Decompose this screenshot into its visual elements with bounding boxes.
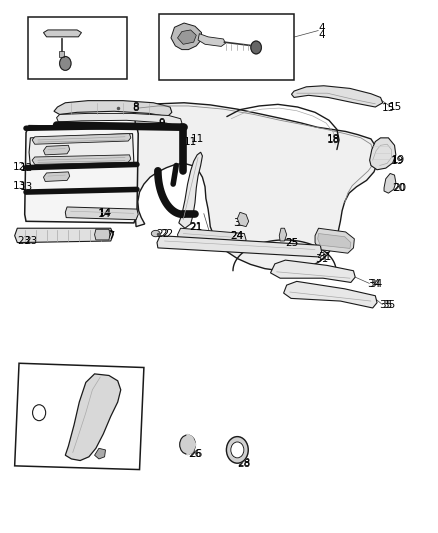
Polygon shape bbox=[60, 38, 62, 56]
Polygon shape bbox=[29, 134, 134, 166]
Text: 4: 4 bbox=[318, 23, 325, 34]
Text: 35: 35 bbox=[382, 300, 395, 310]
Text: 13: 13 bbox=[12, 181, 26, 191]
Text: 11: 11 bbox=[191, 134, 204, 144]
Polygon shape bbox=[237, 212, 249, 227]
Polygon shape bbox=[14, 228, 113, 243]
Text: 37: 37 bbox=[100, 230, 113, 240]
Text: 34: 34 bbox=[367, 279, 381, 288]
Polygon shape bbox=[177, 228, 246, 245]
Polygon shape bbox=[384, 173, 396, 193]
Text: 31: 31 bbox=[318, 252, 331, 262]
Text: 21: 21 bbox=[190, 223, 203, 233]
Text: 8: 8 bbox=[132, 102, 138, 112]
Polygon shape bbox=[54, 101, 172, 117]
Circle shape bbox=[231, 442, 244, 458]
Text: 25: 25 bbox=[286, 238, 299, 247]
Polygon shape bbox=[95, 448, 106, 459]
Polygon shape bbox=[318, 233, 351, 248]
Text: 4: 4 bbox=[318, 30, 325, 41]
Text: 13: 13 bbox=[19, 182, 33, 192]
Polygon shape bbox=[370, 138, 396, 169]
Polygon shape bbox=[32, 155, 131, 165]
Text: 26: 26 bbox=[188, 449, 201, 458]
Ellipse shape bbox=[151, 230, 160, 237]
Text: 36: 36 bbox=[127, 411, 141, 422]
Text: 34: 34 bbox=[369, 279, 382, 288]
Polygon shape bbox=[43, 172, 70, 181]
Text: 14: 14 bbox=[98, 209, 111, 220]
Text: 23: 23 bbox=[17, 236, 30, 246]
Text: 36: 36 bbox=[127, 411, 141, 422]
Text: 18: 18 bbox=[327, 134, 340, 144]
Circle shape bbox=[180, 435, 195, 454]
Text: 15: 15 bbox=[389, 102, 403, 112]
Text: 37: 37 bbox=[102, 231, 116, 241]
Text: 39: 39 bbox=[235, 218, 248, 228]
Text: 9: 9 bbox=[158, 118, 165, 128]
Text: 6: 6 bbox=[81, 69, 88, 78]
Polygon shape bbox=[43, 146, 70, 155]
Text: 20: 20 bbox=[392, 183, 406, 193]
Text: 12: 12 bbox=[12, 161, 26, 172]
Text: 19: 19 bbox=[391, 156, 404, 166]
Polygon shape bbox=[65, 374, 121, 461]
Text: 20: 20 bbox=[394, 183, 407, 193]
Polygon shape bbox=[177, 30, 196, 44]
Text: 15: 15 bbox=[382, 103, 395, 113]
Text: 18: 18 bbox=[327, 135, 340, 145]
Polygon shape bbox=[171, 23, 201, 50]
Text: 6: 6 bbox=[81, 68, 88, 77]
Polygon shape bbox=[95, 229, 110, 240]
Bar bbox=[28, 17, 127, 79]
Text: 14: 14 bbox=[99, 208, 112, 219]
Circle shape bbox=[60, 56, 71, 70]
Text: 19: 19 bbox=[392, 155, 406, 165]
Polygon shape bbox=[14, 364, 144, 470]
Text: 9: 9 bbox=[158, 119, 165, 129]
Text: 22: 22 bbox=[156, 229, 170, 239]
Polygon shape bbox=[65, 207, 138, 220]
Text: 23: 23 bbox=[24, 236, 37, 246]
Text: 1: 1 bbox=[259, 27, 266, 37]
Polygon shape bbox=[59, 51, 64, 56]
Polygon shape bbox=[157, 236, 321, 257]
Text: 24: 24 bbox=[231, 231, 244, 241]
Circle shape bbox=[32, 405, 46, 421]
Polygon shape bbox=[198, 34, 226, 46]
Bar bbox=[159, 14, 294, 80]
Text: 25: 25 bbox=[286, 238, 299, 247]
Polygon shape bbox=[43, 30, 81, 37]
Text: 5: 5 bbox=[71, 49, 78, 59]
Text: 11: 11 bbox=[184, 136, 197, 147]
Polygon shape bbox=[57, 114, 182, 126]
Text: 5: 5 bbox=[71, 52, 78, 61]
Polygon shape bbox=[25, 126, 138, 223]
Polygon shape bbox=[135, 103, 378, 271]
Text: 35: 35 bbox=[379, 300, 392, 310]
Polygon shape bbox=[315, 228, 354, 253]
Text: 26: 26 bbox=[190, 449, 203, 458]
Text: 8: 8 bbox=[132, 103, 138, 113]
Text: 12: 12 bbox=[19, 163, 33, 173]
Polygon shape bbox=[291, 86, 383, 107]
Text: 31: 31 bbox=[315, 254, 328, 263]
Text: 24: 24 bbox=[231, 231, 244, 241]
Circle shape bbox=[226, 437, 248, 463]
Text: 39: 39 bbox=[233, 218, 247, 228]
Polygon shape bbox=[279, 228, 287, 241]
Circle shape bbox=[251, 41, 261, 54]
Polygon shape bbox=[32, 134, 131, 144]
Text: 1: 1 bbox=[259, 19, 266, 29]
Text: 22: 22 bbox=[160, 229, 173, 239]
Polygon shape bbox=[284, 281, 377, 308]
Text: 21: 21 bbox=[190, 222, 203, 232]
Text: 28: 28 bbox=[238, 458, 251, 468]
Text: 28: 28 bbox=[238, 459, 251, 469]
Polygon shape bbox=[271, 260, 355, 282]
Polygon shape bbox=[179, 152, 202, 228]
